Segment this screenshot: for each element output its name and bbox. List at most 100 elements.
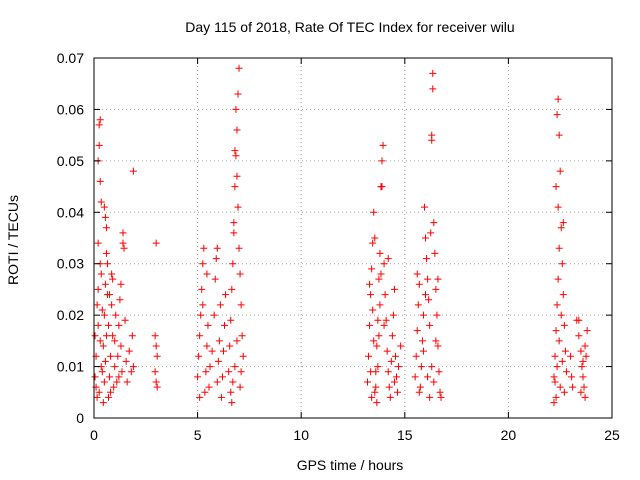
data-point (373, 399, 381, 407)
data-point (237, 301, 245, 309)
data-point (436, 388, 444, 396)
data-point (128, 332, 136, 340)
data-point (96, 116, 104, 124)
data-point (225, 368, 233, 376)
data-point (119, 239, 127, 247)
data-point (108, 301, 116, 309)
data-point (96, 177, 104, 185)
data-point (429, 85, 437, 93)
data-point (389, 311, 397, 319)
data-point (236, 270, 244, 278)
data-point (382, 316, 390, 324)
data-point (200, 244, 208, 252)
data-point (214, 357, 222, 365)
data-point (388, 332, 396, 340)
data-point (373, 342, 381, 350)
data-point (391, 352, 399, 360)
data-point (554, 95, 562, 103)
data-point (108, 270, 116, 278)
data-point (387, 357, 395, 365)
data-point (233, 172, 241, 180)
data-point (117, 342, 125, 350)
data-point (116, 296, 124, 304)
data-point (431, 249, 439, 257)
data-point (216, 301, 224, 309)
data-point (552, 393, 560, 401)
data-point (413, 270, 421, 278)
data-point (374, 316, 382, 324)
data-point (99, 399, 107, 407)
data-point (235, 64, 243, 72)
data-point (379, 141, 387, 149)
data-point (412, 352, 420, 360)
data-point (414, 301, 422, 309)
data-point (578, 363, 586, 371)
data-point (550, 399, 558, 407)
data-point (413, 327, 421, 335)
data-point (364, 378, 372, 386)
data-point (418, 337, 426, 345)
data-point (386, 393, 394, 401)
x-tick-label: 15 (397, 427, 413, 443)
data-point (120, 244, 128, 252)
data-point (115, 321, 123, 329)
data-point (226, 342, 234, 350)
data-point (375, 275, 383, 283)
data-point (384, 255, 392, 263)
data-point (568, 373, 576, 381)
x-tick-label: 0 (90, 427, 98, 443)
y-axis-label: ROTI / TECUs (5, 195, 21, 285)
data-point (121, 316, 129, 324)
x-tick-label: 5 (194, 427, 202, 443)
data-point (583, 327, 591, 335)
data-point (378, 157, 386, 165)
data-point (427, 229, 435, 237)
data-point (371, 388, 379, 396)
data-point (153, 383, 161, 391)
data-point (558, 260, 566, 268)
data-point (552, 183, 560, 191)
data-point (215, 337, 223, 345)
data-point (94, 239, 102, 247)
data-point (100, 203, 108, 211)
data-point (577, 388, 585, 396)
data-point (119, 229, 127, 237)
data-point (380, 321, 388, 329)
data-point (374, 363, 382, 371)
data-point (397, 342, 405, 350)
data-point (429, 69, 437, 77)
x-tick-label: 25 (604, 427, 620, 443)
data-point (419, 311, 427, 319)
data-point (91, 373, 99, 381)
data-point (231, 363, 239, 371)
data-point (553, 301, 561, 309)
data-point (581, 393, 589, 401)
data-point (417, 363, 425, 371)
data-point (556, 167, 564, 175)
data-point (97, 270, 105, 278)
data-point (435, 368, 443, 376)
data-point (557, 311, 565, 319)
data-point (551, 378, 559, 386)
data-point (557, 224, 565, 232)
data-point (129, 167, 137, 175)
data-point (432, 337, 440, 345)
data-point (233, 126, 241, 134)
axis-ticks: 0 0.01 0.02 0.03 0.04 0.05 0.06 0.07 0 5 10 15 20 25 (57, 50, 620, 443)
data-point (238, 332, 246, 340)
data-point (109, 275, 117, 283)
data-point (378, 183, 386, 191)
data-point (551, 352, 559, 360)
data-point (372, 383, 380, 391)
data-point (230, 219, 238, 227)
data-point (203, 342, 211, 350)
data-point (433, 311, 441, 319)
data-point (567, 352, 575, 360)
data-point (232, 152, 240, 160)
data-point (416, 383, 424, 391)
data-point (106, 291, 114, 299)
data-point (390, 285, 398, 293)
data-point (105, 393, 113, 401)
data-point (575, 316, 583, 324)
data-point (422, 234, 430, 242)
